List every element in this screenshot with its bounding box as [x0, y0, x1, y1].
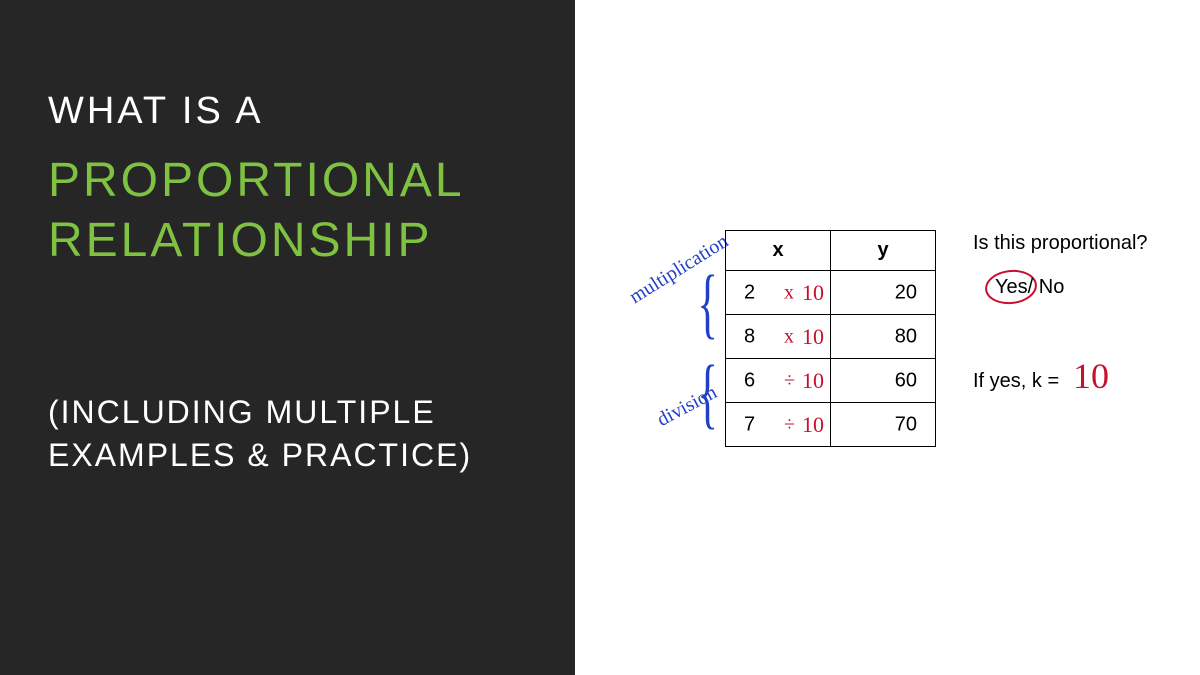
subtitle-line-2: EXAMPLES & PRACTICE) — [48, 434, 535, 477]
x-value: 2 — [744, 281, 755, 304]
op-annotation: ÷ — [784, 369, 795, 392]
k-annotation: 10 — [802, 412, 824, 438]
op-annotation: x — [784, 281, 794, 304]
title-line-2: PROPORTIONAL — [48, 151, 535, 211]
y-value: 60 — [895, 369, 917, 392]
x-value: 8 — [744, 325, 755, 348]
data-table: x y 2 x 10 20 8 x 10 — [725, 230, 936, 447]
table-header-row: x y — [726, 231, 936, 271]
proportional-question: Is this proportional? — [973, 232, 1148, 255]
cell-y: 80 — [831, 315, 936, 359]
table-row: 6 ÷ 10 60 — [726, 359, 936, 403]
cell-y: 60 — [831, 359, 936, 403]
y-value: 80 — [895, 325, 917, 348]
brace-multiplication: { — [697, 258, 718, 348]
k-annotation: 10 — [802, 368, 824, 394]
y-value: 70 — [895, 413, 917, 436]
subtitle: (INCLUDING MULTIPLE EXAMPLES & PRACTICE) — [48, 391, 535, 477]
x-value: 7 — [744, 413, 755, 436]
cell-x: 7 ÷ 10 — [726, 403, 831, 447]
option-separator: / — [1028, 276, 1034, 298]
cell-y: 70 — [831, 403, 936, 447]
header-y: y — [831, 231, 936, 271]
title-line-3: RELATIONSHIP — [48, 211, 535, 271]
cell-y: 20 — [831, 271, 936, 315]
brace-division: { — [697, 348, 718, 438]
y-value: 20 — [895, 281, 917, 304]
title-line-1: WHAT IS A — [48, 90, 535, 133]
k-value-answer: 10 — [1073, 355, 1109, 397]
op-annotation: ÷ — [784, 413, 795, 436]
yes-no-options: Yes/ No — [995, 276, 1064, 299]
table-row: 7 ÷ 10 70 — [726, 403, 936, 447]
option-no: No — [1039, 276, 1065, 298]
cell-x: 6 ÷ 10 — [726, 359, 831, 403]
option-yes: Yes — [995, 276, 1028, 298]
op-annotation: x — [784, 325, 794, 348]
k-annotation: 10 — [802, 324, 824, 350]
table-row: 8 x 10 80 — [726, 315, 936, 359]
k-equals-label: If yes, k = — [973, 370, 1059, 393]
x-value: 6 — [744, 369, 755, 392]
subtitle-line-1: (INCLUDING MULTIPLE — [48, 391, 535, 434]
cell-x: 2 x 10 — [726, 271, 831, 315]
data-table-wrap: x y 2 x 10 20 8 x 10 — [725, 230, 936, 447]
cell-x: 8 x 10 — [726, 315, 831, 359]
k-annotation: 10 — [802, 280, 824, 306]
worksheet-panel: multiplication { division { x y 2 x 10 2… — [575, 0, 1200, 675]
table-row: 2 x 10 20 — [726, 271, 936, 315]
header-x: x — [726, 231, 831, 271]
title-panel: WHAT IS A PROPORTIONAL RELATIONSHIP (INC… — [0, 0, 575, 675]
